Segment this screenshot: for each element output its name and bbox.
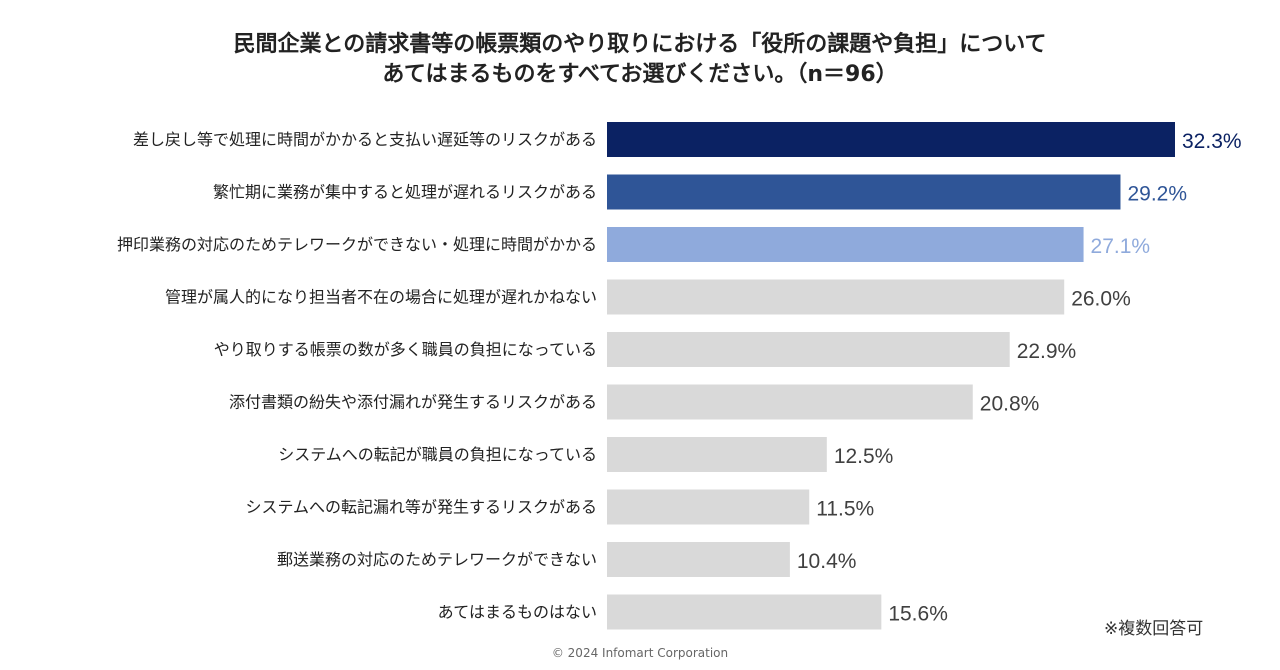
chart-title: 民間企業との請求書等の帳票類のやり取りにおける「役所の課題や負担」について あて… (0, 30, 1280, 90)
category-label-8: システムへの転記漏れ等が発生するリスクがある (245, 498, 597, 517)
value-label-5: 22.9% (1017, 340, 1077, 363)
category-label-1: 差し戻し等で処理に時間がかかると支払い遅延等のリスクがある (133, 130, 597, 149)
bar-1 (607, 122, 1175, 157)
category-label-10: あてはまるものはない (438, 603, 597, 622)
value-label-2: 29.2% (1127, 183, 1187, 206)
bar-3 (607, 227, 1084, 262)
value-label-9: 10.4% (797, 550, 857, 573)
bar-2 (607, 174, 1121, 210)
value-label-10: 15.6% (888, 603, 948, 626)
category-label-7: システムへの転記が職員の負担になっている (278, 445, 597, 464)
chart-title-line-1: 民間企業との請求書等の帳票類のやり取りにおける「役所の課題や負担」について (233, 32, 1047, 57)
copyright-text: © 2024 Infomart Corporation (551, 646, 729, 660)
value-label-6: 20.8% (980, 393, 1040, 416)
value-label-7: 12.5% (834, 445, 894, 468)
bar-5 (607, 332, 1010, 367)
bar-8 (607, 489, 810, 525)
bar-6 (607, 384, 973, 420)
category-label-5: やり取りする帳票の数が多く職員の負担になっている (214, 340, 597, 359)
category-label-9: 郵送業務の対応のためテレワークができない (277, 550, 597, 569)
bar-7 (607, 437, 827, 472)
bar-10 (607, 594, 882, 630)
chart-title-line-2: あてはまるものをすべてお選びください。（n＝96） (382, 62, 898, 87)
value-label-3: 27.1% (1091, 235, 1151, 258)
category-label-3: 押印業務の対応のためテレワークができない・処理に時間がかかる (117, 235, 597, 254)
category-label-2: 繁忙期に業務が集中すると処理が遅れるリスクがある (213, 183, 597, 202)
value-label-8: 11.5% (816, 498, 874, 521)
bar-9 (607, 542, 790, 577)
value-label-4: 26.0% (1071, 288, 1131, 311)
value-label-1: 32.3% (1182, 130, 1242, 153)
category-label-6: 添付書類の紛失や添付漏れが発生するリスクがある (229, 393, 597, 412)
category-label-4: 管理が属人的になり担当者不在の場合に処理が遅れかねない (165, 288, 597, 307)
multiple-answers-note: ※複数回答可 (1104, 619, 1204, 639)
bar-4 (607, 279, 1065, 315)
